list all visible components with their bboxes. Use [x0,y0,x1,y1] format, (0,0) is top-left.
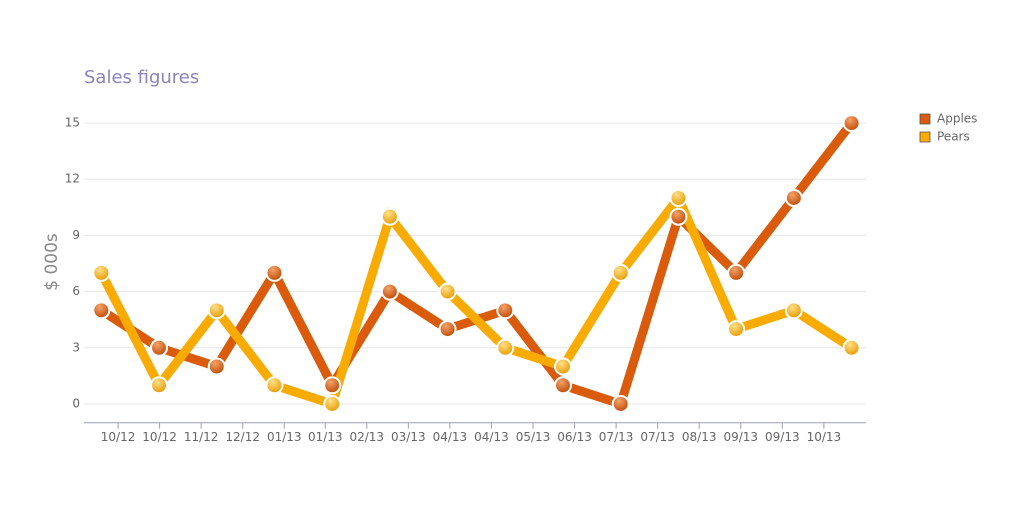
legend-label: Apples [937,112,977,126]
point [92,263,111,282]
chart-title: Sales figures [84,67,199,88]
point [554,376,573,395]
x-tick-label: 01/13 [267,430,302,444]
point [727,263,746,282]
point [150,338,169,357]
point [438,282,457,301]
x-tick-label: 11/12 [184,430,219,444]
x-tick-label: 07/13 [640,430,675,444]
point [784,301,803,320]
x-tick-label: 05/13 [516,430,551,444]
point [842,338,861,357]
point [207,357,226,376]
x-tick-label: 12/12 [225,430,260,444]
point [611,394,630,413]
x-tick-label: 02/13 [349,430,384,444]
point [92,301,111,320]
point [496,338,515,357]
x-tick-label: 10/13 [807,430,842,444]
legend-swatch [919,113,931,125]
point [207,301,226,320]
x-tick-label: 01/13 [308,430,343,444]
point [265,376,284,395]
point [842,114,861,133]
point [496,301,515,320]
point [438,320,457,339]
x-tick-label: 07/13 [599,430,634,444]
y-tick-label: 15 [65,116,80,130]
x-tick-label: 08/13 [682,430,717,444]
legend-label: Pears [937,130,970,144]
x-tick-label: 09/13 [723,430,758,444]
x-tick-label: 10/12 [142,430,177,444]
point [554,357,573,376]
y-tick-label: 0 [72,396,80,410]
point [611,263,630,282]
y-tick-label: 6 [72,284,80,298]
point [727,320,746,339]
point [380,282,399,301]
x-tick-label: 03/13 [391,430,426,444]
point [265,263,284,282]
y-tick-label: 9 [72,228,80,242]
point [150,376,169,395]
x-tick-label: 04/13 [474,430,509,444]
y-axis-label: $ 000s [42,233,62,291]
series-line [97,189,855,410]
point [669,207,688,226]
point [380,207,399,226]
legend-swatch [919,131,931,143]
y-tick-label: 12 [65,172,80,186]
point [323,394,342,413]
x-tick-label: 09/13 [765,430,800,444]
y-tick-label: 3 [72,340,80,354]
x-tick-label: 06/13 [557,430,592,444]
x-tick-label: 10/12 [101,430,136,444]
x-tick-label: 04/13 [433,430,468,444]
point [784,188,803,207]
point [323,376,342,395]
point [669,188,688,207]
